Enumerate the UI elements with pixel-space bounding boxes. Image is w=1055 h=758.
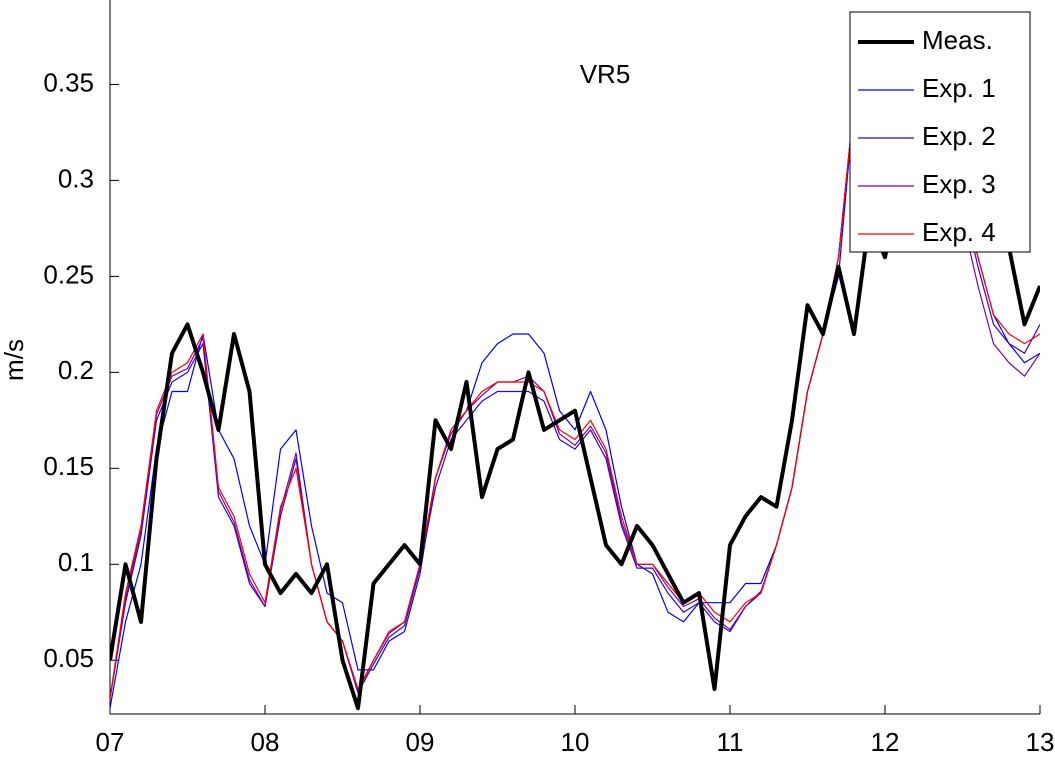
y-axis-label: m/s	[0, 339, 29, 381]
x-tick-label: 12	[871, 727, 900, 757]
y-tick-label: 0.05	[43, 643, 94, 673]
legend-label: Exp. 1	[922, 73, 996, 103]
legend-label: Exp. 4	[922, 217, 996, 247]
y-tick-label: 0.35	[43, 67, 94, 97]
y-tick-label: 0.1	[58, 547, 94, 577]
x-tick-label: 13	[1026, 727, 1055, 757]
legend-label: Meas.	[922, 25, 993, 55]
y-tick-label: 0.3	[58, 163, 94, 193]
x-tick-label: 11	[717, 727, 744, 757]
legend-label: Exp. 2	[922, 121, 996, 151]
series-line	[110, 24, 1040, 711]
legend-label: Exp. 3	[922, 169, 996, 199]
y-tick-label: 0.15	[43, 451, 94, 481]
x-tick-label: 09	[406, 727, 435, 757]
y-tick-label: 0.2	[58, 355, 94, 385]
x-tick-label: 07	[96, 727, 125, 757]
x-tick-label: 10	[561, 727, 590, 757]
x-tick-label: 08	[251, 727, 280, 757]
chart-title: VR5	[580, 59, 631, 89]
legend-box	[849, 11, 1031, 253]
y-tick-label: 0.25	[43, 259, 94, 289]
